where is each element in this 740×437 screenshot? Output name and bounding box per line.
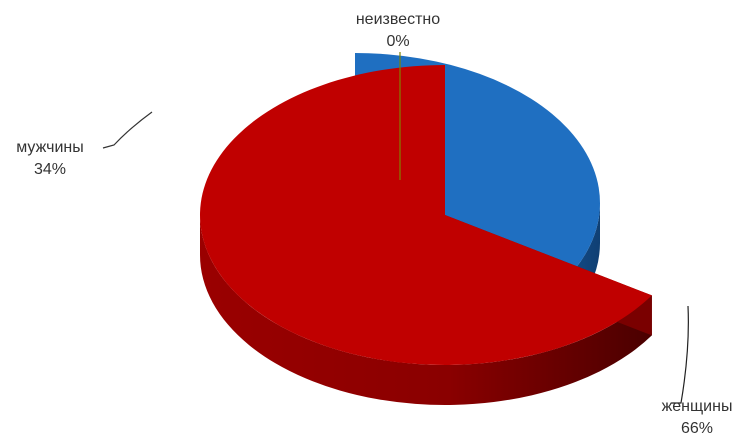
pie-slice-women-outer-wall bbox=[200, 215, 652, 405]
data-label-women-name: женщины bbox=[662, 398, 733, 415]
pie-slice-women-top bbox=[199, 65, 652, 366]
data-label-men-percent: 34% bbox=[34, 161, 66, 178]
data-label-women-percent: 66% bbox=[681, 420, 713, 437]
data-label-unknown-name: неизвестно bbox=[356, 11, 440, 28]
leader-line-men bbox=[102, 111, 153, 149]
data-label-men-name: мужчины bbox=[16, 139, 84, 156]
leader-line-women bbox=[671, 305, 689, 404]
pie-slice-women bbox=[199, 65, 652, 405]
leader-lines-layer bbox=[102, 52, 689, 404]
data-label-unknown-percent: 0% bbox=[386, 33, 409, 50]
slices-layer bbox=[199, 53, 652, 405]
labels-layer: неизвестно 0% мужчины 34% женщины 66% bbox=[16, 11, 732, 437]
